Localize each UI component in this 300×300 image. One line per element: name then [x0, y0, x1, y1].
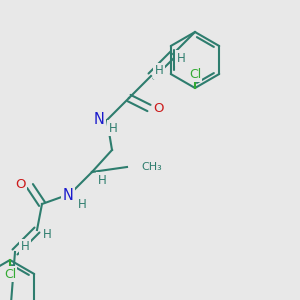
Text: O: O	[15, 178, 25, 190]
Text: N: N	[94, 112, 104, 128]
Text: H: H	[177, 52, 185, 64]
Text: O: O	[154, 101, 164, 115]
Text: H: H	[98, 173, 106, 187]
Text: H: H	[109, 122, 117, 134]
Text: Cl: Cl	[189, 68, 201, 80]
Text: N: N	[63, 188, 74, 203]
Text: CH₃: CH₃	[141, 162, 162, 172]
Text: H: H	[78, 197, 86, 211]
Text: H: H	[21, 241, 29, 254]
Text: H: H	[43, 229, 51, 242]
Text: Cl: Cl	[4, 268, 16, 281]
Text: H: H	[154, 64, 164, 77]
